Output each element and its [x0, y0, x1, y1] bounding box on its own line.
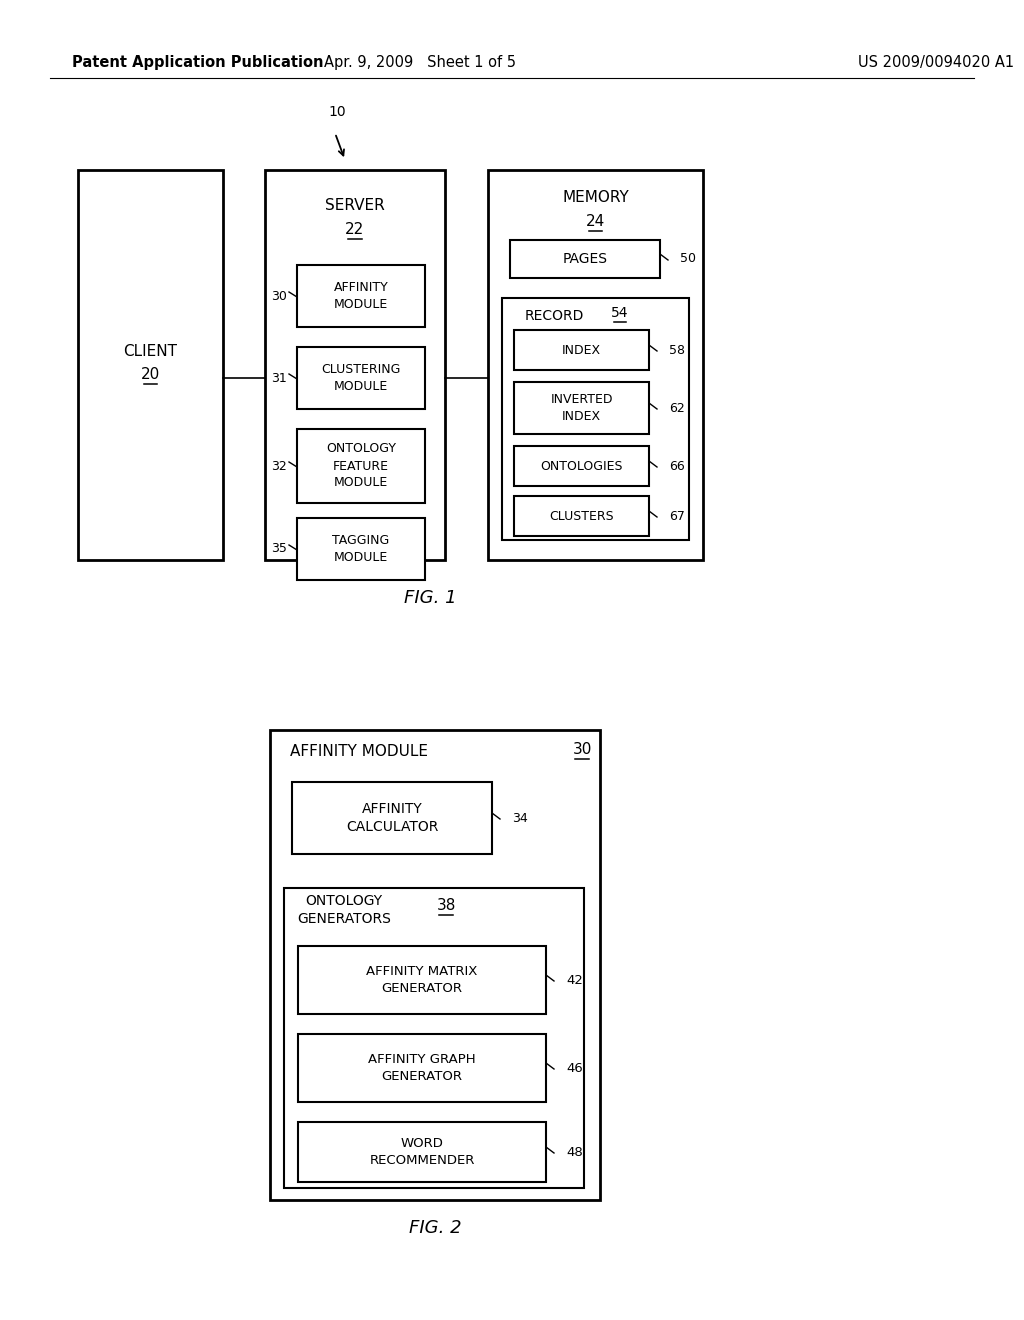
Text: ONTOLOGY
GENERATORS: ONTOLOGY GENERATORS [297, 894, 391, 927]
Text: 38: 38 [436, 898, 456, 913]
Text: WORD
RECOMMENDER: WORD RECOMMENDER [370, 1137, 475, 1167]
Text: US 2009/0094020 A1: US 2009/0094020 A1 [858, 54, 1014, 70]
Text: 46: 46 [566, 1061, 583, 1074]
Text: Apr. 9, 2009   Sheet 1 of 5: Apr. 9, 2009 Sheet 1 of 5 [324, 54, 516, 70]
Text: RECORD: RECORD [524, 309, 584, 323]
Bar [292, 781, 492, 854]
Bar [270, 730, 600, 1200]
Text: MEMORY: MEMORY [562, 190, 629, 206]
Bar [78, 170, 223, 560]
Text: 50: 50 [680, 252, 696, 265]
Bar [284, 888, 584, 1188]
Text: ONTOLOGY
FEATURE
MODULE: ONTOLOGY FEATURE MODULE [326, 442, 396, 490]
Text: 30: 30 [572, 742, 592, 756]
Bar [514, 446, 649, 486]
Text: FIG. 1: FIG. 1 [403, 589, 457, 607]
Text: 30: 30 [271, 289, 287, 302]
Text: TAGGING
MODULE: TAGGING MODULE [333, 535, 389, 564]
Bar [488, 170, 703, 560]
Bar [510, 240, 660, 279]
Text: 31: 31 [271, 371, 287, 384]
Text: PAGES: PAGES [562, 252, 607, 267]
Text: 42: 42 [566, 974, 583, 986]
Bar [298, 1122, 546, 1181]
Text: 58: 58 [669, 343, 685, 356]
Bar [298, 946, 546, 1014]
Bar [502, 298, 689, 540]
Bar [514, 496, 649, 536]
Text: 10: 10 [328, 106, 346, 119]
Text: SERVER: SERVER [326, 198, 385, 213]
Bar [514, 330, 649, 370]
Text: 48: 48 [566, 1146, 583, 1159]
Bar [298, 1034, 546, 1102]
Text: 54: 54 [611, 306, 629, 319]
Text: 67: 67 [669, 510, 685, 523]
Bar [297, 347, 425, 409]
Bar [514, 381, 649, 434]
Text: INDEX: INDEX [562, 343, 601, 356]
Bar [265, 170, 445, 560]
Text: AFFINITY GRAPH
GENERATOR: AFFINITY GRAPH GENERATOR [369, 1053, 476, 1082]
Text: INVERTED
INDEX: INVERTED INDEX [550, 393, 612, 422]
Text: 62: 62 [669, 401, 685, 414]
Bar [297, 265, 425, 327]
Text: CLIENT: CLIENT [124, 343, 177, 359]
Text: AFFINITY MATRIX
GENERATOR: AFFINITY MATRIX GENERATOR [367, 965, 477, 995]
Text: CLUSTERING
MODULE: CLUSTERING MODULE [322, 363, 400, 393]
Text: Patent Application Publication: Patent Application Publication [72, 54, 324, 70]
Text: 32: 32 [271, 459, 287, 473]
Text: 22: 22 [345, 222, 365, 238]
Text: 24: 24 [586, 214, 605, 228]
Text: FIG. 2: FIG. 2 [409, 1218, 462, 1237]
Text: 34: 34 [512, 812, 527, 825]
Bar [297, 517, 425, 579]
Text: 66: 66 [669, 459, 685, 473]
Text: AFFINITY
MODULE: AFFINITY MODULE [334, 281, 388, 312]
Text: CLUSTERS: CLUSTERS [549, 510, 613, 523]
Text: ONTOLOGIES: ONTOLOGIES [541, 459, 623, 473]
Text: 35: 35 [271, 543, 287, 556]
Text: AFFINITY MODULE: AFFINITY MODULE [290, 744, 428, 759]
Bar [297, 429, 425, 503]
Text: 20: 20 [141, 367, 160, 381]
Text: AFFINITY
CALCULATOR: AFFINITY CALCULATOR [346, 801, 438, 834]
